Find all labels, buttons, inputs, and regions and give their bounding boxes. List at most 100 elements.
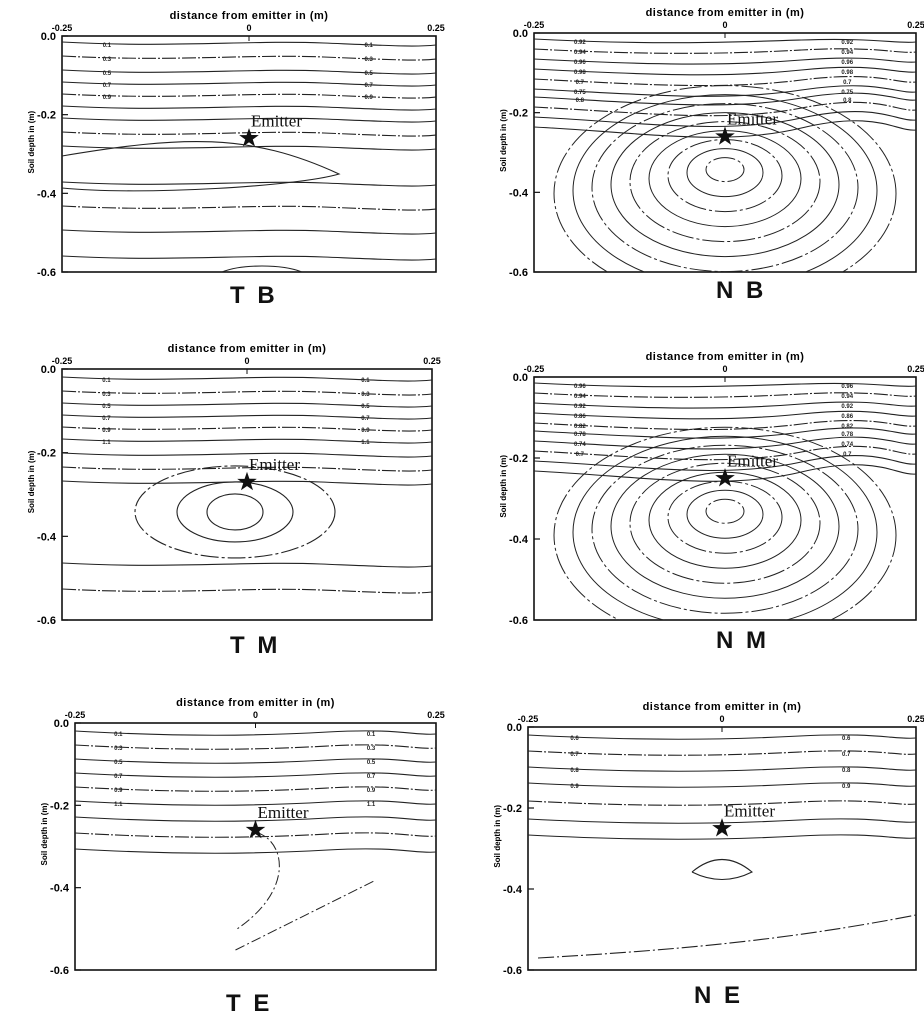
contour-line (534, 445, 916, 461)
contour-line (75, 730, 436, 736)
contour-level-label: 0.98 (841, 70, 853, 76)
contour-level-label: 0.7 (843, 80, 852, 86)
emitter-label: Emitter (727, 110, 778, 129)
contour-lines: 0.1 0.1 0.3 0.3 0.5 0.5 0.7 0.7 0.9 0.9 1.1 1.1 (75, 730, 436, 951)
contour-line (62, 562, 432, 568)
contour-ring (206, 493, 264, 531)
contour-line (62, 93, 436, 99)
contour-lines: 0.1 0.1 0.3 0.3 0.5 0.5 0.7 0.7 0.9 0.9 1.1 1.1 (62, 376, 432, 594)
contour-panel-6: distance from emitter in (m) -0.25 0 0.25 0.… (493, 701, 924, 977)
contour-level-label: 1.1 (114, 802, 123, 808)
panel-caption: N M (716, 627, 769, 654)
contour-line (62, 466, 432, 472)
y-tick-label: 0.0 (41, 364, 56, 376)
contour-level-label: 0.9 (367, 788, 376, 794)
contour-line (534, 120, 916, 138)
contour-level-label: 0.7 (361, 416, 370, 422)
contour-level-label: 0.7 (114, 774, 123, 780)
contour-ring (686, 489, 764, 539)
contour-level-label: 0.9 (114, 788, 123, 794)
contour-line (75, 832, 436, 838)
contour-level-label: 0.92 (574, 404, 586, 410)
contour-level-label: 0.94 (841, 50, 853, 56)
contour-level-label: 0.3 (367, 746, 376, 752)
contour-panel-5: distance from emitter in (m) -0.25 0 0.25 0.… (40, 697, 445, 977)
y-tick-label: -0.4 (50, 883, 70, 895)
contour-ring (629, 121, 821, 243)
contour-level-label: 0.94 (574, 50, 586, 56)
contour-line (62, 229, 436, 235)
emitter-label: Emitter (251, 111, 302, 130)
contour-level-label: 0.9 (103, 95, 112, 101)
contour-line (62, 41, 436, 47)
contour-line (75, 744, 436, 750)
contour-line (62, 205, 436, 211)
contour-level-label: 0.74 (841, 442, 853, 448)
x-axis-title: distance from emitter in (m) (643, 701, 802, 713)
y-axis-title: Soil depth in (m) (27, 111, 36, 174)
contour-level-label: 0.7 (843, 452, 852, 458)
contour-line (62, 255, 436, 261)
contour-level-label: 0.75 (841, 90, 853, 96)
panel-caption: N E (694, 982, 744, 1009)
x-tick-label: 0 (244, 356, 249, 366)
y-axis-title: Soil depth in (m) (499, 109, 508, 172)
contour-line (534, 436, 916, 450)
emitter-label: Emitter (727, 451, 778, 470)
y-tick-label: -0.2 (509, 108, 528, 120)
y-tick-label: 0.0 (54, 718, 69, 730)
contour-line (534, 464, 916, 482)
contour-level-label: 1.1 (102, 440, 111, 446)
y-tick-label: -0.6 (503, 965, 522, 977)
x-tick-label: 0.25 (907, 364, 924, 374)
contour-ring (134, 465, 336, 559)
contour-level-label: 0.5 (102, 404, 111, 410)
contour-level-label: 1.1 (367, 802, 376, 808)
emitter-star-icon (712, 818, 732, 837)
contour-level-label: 0.82 (574, 424, 586, 430)
contour-line (534, 419, 916, 431)
contour-line (528, 800, 916, 806)
contour-level-label: 0.9 (365, 95, 374, 101)
y-tick-label: 0.0 (507, 722, 522, 734)
contour-level-label: 0.9 (842, 784, 851, 790)
y-tick-label: 0.0 (41, 31, 56, 43)
contour-line (221, 265, 303, 272)
plot-frame (533, 376, 917, 621)
contour-level-label: 0.7 (367, 774, 376, 780)
contour-panel-2: distance from emitter in (m) -0.25 0 0.25 0.… (499, 7, 924, 279)
contour-level-label: 0.5 (114, 760, 123, 766)
contour-line (534, 85, 916, 97)
contour-level-label: 0.1 (102, 378, 111, 384)
contour-line (528, 782, 916, 788)
contour-line (62, 426, 432, 432)
contour-ring (667, 480, 783, 554)
x-tick-label: -0.25 (65, 710, 86, 720)
contour-line (534, 75, 916, 87)
y-tick-label: -0.6 (37, 267, 56, 279)
contour-line (75, 758, 436, 764)
x-tick-label: -0.25 (52, 356, 73, 366)
x-axis-title: distance from emitter in (m) (646, 351, 805, 363)
y-axis-title: Soil depth in (m) (27, 450, 36, 513)
contour-level-label: 0.92 (841, 404, 853, 410)
contour-level-label: 0.7 (576, 80, 585, 86)
contour-line (528, 750, 916, 756)
x-tick-label: 0.25 (423, 356, 441, 366)
y-tick-label: -0.2 (37, 448, 56, 460)
contour-level-label: 0.94 (841, 394, 853, 400)
contour-line (235, 879, 377, 951)
contour-level-label: 0.6 (842, 736, 851, 742)
contour-line (534, 382, 916, 388)
contour-level-label: 0.92 (574, 40, 586, 46)
y-tick-label: 0.0 (513, 28, 528, 40)
contour-lines: 0.92 0.92 0.94 0.94 0.96 0.96 0.98 0.98 0.7 0.7 0.… (534, 38, 916, 272)
contour-ring (667, 139, 783, 213)
contour-panel-3: distance from emitter in (m) -0.25 0 0.25 0.… (27, 343, 441, 627)
plot-frame (527, 726, 917, 971)
contour-ring (648, 130, 802, 228)
emitter-label: Emitter (258, 803, 309, 822)
contour-line (75, 786, 436, 792)
x-tick-label: 0 (722, 20, 727, 30)
contour-line (62, 480, 432, 486)
